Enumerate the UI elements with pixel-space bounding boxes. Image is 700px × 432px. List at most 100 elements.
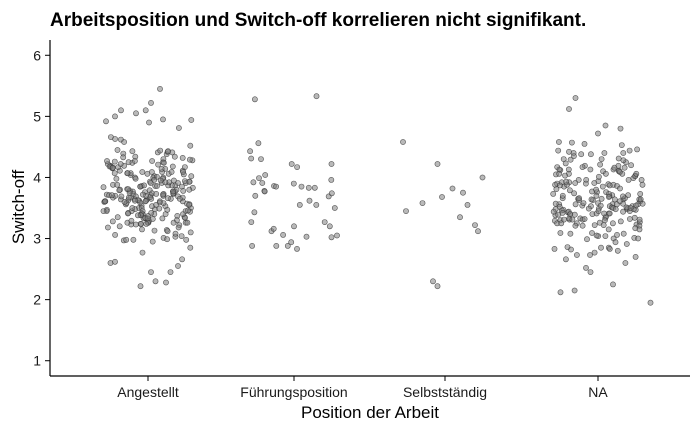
data-point xyxy=(112,113,118,120)
data-point xyxy=(569,139,575,146)
data-point xyxy=(181,164,188,170)
data-point xyxy=(247,148,253,155)
data-point xyxy=(328,190,335,197)
data-point xyxy=(164,206,171,213)
data-point xyxy=(556,170,563,177)
data-point xyxy=(313,93,320,100)
data-point xyxy=(419,200,426,206)
data-point xyxy=(632,253,639,260)
data-point xyxy=(472,222,478,228)
data-point xyxy=(578,151,585,158)
data-point xyxy=(179,154,186,161)
data-point xyxy=(598,195,605,202)
data-point xyxy=(133,110,139,117)
data-point xyxy=(298,183,305,190)
data-point xyxy=(114,147,121,153)
data-point xyxy=(139,226,145,233)
data-point xyxy=(248,155,255,162)
data-point xyxy=(165,148,171,155)
data-point xyxy=(571,153,577,159)
data-point xyxy=(153,190,160,197)
data-point xyxy=(331,205,338,211)
data-point xyxy=(567,230,574,237)
data-point xyxy=(180,211,186,217)
data-point xyxy=(121,139,127,145)
data-point xyxy=(571,287,578,294)
data-point xyxy=(612,239,619,246)
data-point xyxy=(262,172,269,178)
data-point xyxy=(572,201,579,208)
data-point xyxy=(137,183,144,190)
data-point xyxy=(321,219,328,225)
y-tick-label: 6 xyxy=(33,47,41,63)
data-point xyxy=(439,194,445,200)
data-point xyxy=(175,180,181,186)
data-point xyxy=(588,151,594,158)
data-point xyxy=(611,196,618,203)
data-point xyxy=(143,220,150,227)
data-point xyxy=(156,205,163,212)
data-point xyxy=(579,164,586,170)
data-point xyxy=(249,242,255,249)
data-point xyxy=(123,236,130,243)
data-point xyxy=(620,230,627,237)
data-point xyxy=(151,227,158,234)
data-point xyxy=(457,214,463,221)
data-point xyxy=(571,211,578,218)
data-point xyxy=(186,156,193,163)
data-point xyxy=(160,191,166,198)
data-point xyxy=(164,228,171,235)
data-point xyxy=(614,201,620,208)
data-point xyxy=(617,169,623,175)
data-point xyxy=(576,195,582,202)
data-point xyxy=(100,184,107,191)
data-point xyxy=(159,215,166,222)
data-point xyxy=(273,242,280,249)
y-tick-label: 5 xyxy=(33,108,41,124)
data-point xyxy=(635,235,641,242)
data-point xyxy=(188,173,195,180)
data-point xyxy=(164,195,171,202)
data-point xyxy=(258,156,264,162)
data-point xyxy=(569,216,576,223)
data-point xyxy=(187,229,194,236)
data-point xyxy=(291,223,297,230)
data-point xyxy=(139,169,146,175)
data-point xyxy=(566,106,572,112)
data-point xyxy=(178,233,185,239)
data-point xyxy=(403,208,409,214)
data-point xyxy=(152,278,159,285)
data-point xyxy=(611,164,618,171)
data-point xyxy=(170,188,177,195)
data-point xyxy=(637,196,644,203)
data-point xyxy=(625,176,632,183)
data-point xyxy=(111,170,118,177)
data-point xyxy=(164,236,170,243)
data-point xyxy=(559,192,566,199)
data-point xyxy=(118,193,125,200)
data-point xyxy=(633,170,640,177)
data-point xyxy=(186,201,192,208)
data-point xyxy=(606,210,613,217)
data-point xyxy=(171,153,178,160)
data-point xyxy=(121,198,128,205)
data-point xyxy=(571,190,577,197)
data-point xyxy=(598,244,604,251)
data-point xyxy=(169,163,176,170)
data-point xyxy=(620,208,626,215)
data-point xyxy=(596,173,602,180)
data-point xyxy=(114,181,121,188)
data-point xyxy=(475,228,481,235)
data-point xyxy=(626,147,633,154)
data-point xyxy=(434,283,441,290)
data-point xyxy=(132,175,139,182)
data-point xyxy=(584,236,590,243)
data-point xyxy=(188,117,195,123)
data-point xyxy=(556,139,562,145)
data-point xyxy=(112,231,118,238)
data-point xyxy=(138,220,144,227)
data-point xyxy=(157,147,164,154)
data-point xyxy=(131,197,138,204)
data-point xyxy=(148,169,155,175)
data-point xyxy=(125,194,132,201)
